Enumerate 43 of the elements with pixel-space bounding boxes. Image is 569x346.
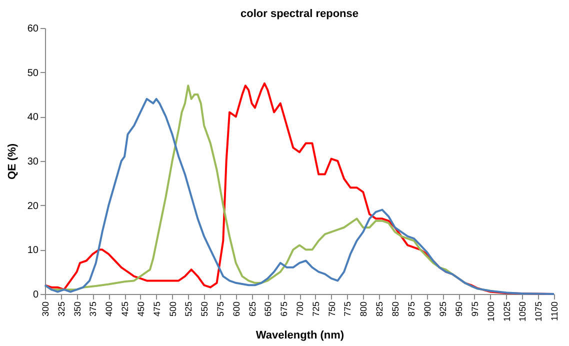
y-tick-label: 10 [27, 245, 39, 256]
x-tick-label: 750 [326, 302, 337, 317]
x-tick-label: 725 [310, 302, 321, 317]
x-tick-label: 1100 [550, 302, 560, 321]
x-tick-label: 950 [454, 302, 464, 317]
y-tick-label: 30 [27, 156, 39, 168]
y-tick-label: 60 [27, 24, 39, 34]
chart-title: color spectral reponse [240, 8, 358, 20]
x-tick-label: 475 [152, 302, 162, 317]
x-tick-label: 450 [136, 302, 146, 317]
x-tick-label: 325 [56, 302, 66, 317]
x-tick-label: 575 [215, 302, 226, 317]
x-tick-label: 850 [390, 302, 400, 317]
x-tick-label: 550 [200, 302, 210, 317]
x-tick-label: 775 [342, 302, 353, 317]
x-tick-label: 1000 [486, 302, 496, 322]
x-tick-label: 675 [279, 302, 290, 317]
y-axis-title: QE (%) [6, 143, 18, 180]
x-tick-label: 900 [422, 302, 432, 317]
x-tick-label: 375 [88, 302, 98, 317]
y-tick-label: 50 [27, 68, 39, 79]
x-tick-label: 700 [295, 302, 305, 317]
x-tick-label: 800 [358, 302, 369, 317]
x-tick-label: 650 [263, 302, 274, 317]
x-tick-label: 500 [168, 302, 178, 317]
x-tick-label: 600 [231, 302, 242, 317]
x-tick-label: 350 [72, 302, 82, 317]
x-axis-title: Wavelength (nm) [256, 330, 344, 342]
x-tick-label: 1075 [534, 302, 544, 322]
x-tick-label: 300 [40, 302, 50, 317]
x-tick-label: 525 [184, 302, 194, 317]
y-tick-label: 0 [32, 290, 39, 300]
x-tick-label: 1050 [518, 302, 528, 322]
x-tick-label: 925 [438, 302, 448, 317]
x-tick-label: 1025 [502, 302, 512, 322]
x-tick-label: 625 [247, 302, 258, 317]
x-tick-label: 875 [406, 302, 416, 317]
x-tick-label: 400 [104, 302, 114, 317]
y-tick-label: 20 [27, 200, 39, 212]
x-tick-label: 975 [470, 302, 480, 317]
x-tick-label: 825 [374, 302, 385, 317]
x-tick-label: 425 [120, 302, 130, 317]
y-tick-label: 40 [27, 112, 39, 124]
